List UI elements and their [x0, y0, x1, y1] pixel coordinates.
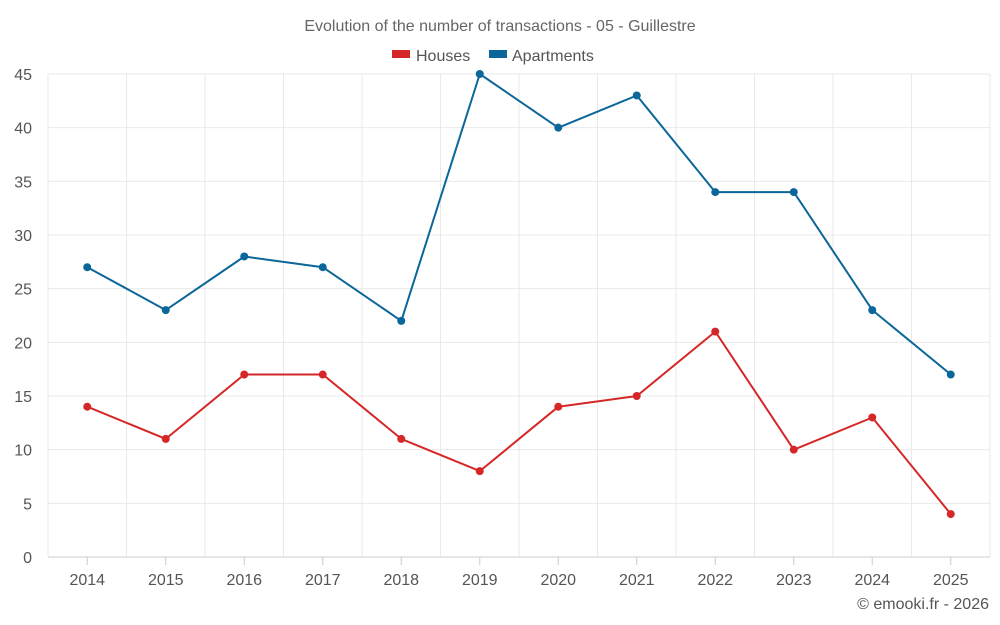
data-point-apartments[interactable]: [632, 91, 641, 100]
x-tick-label: 2021: [619, 572, 655, 589]
data-point-apartments[interactable]: [83, 263, 92, 272]
legend-label: Houses: [416, 48, 470, 65]
series-points: [83, 70, 955, 519]
legend-item-apartments[interactable]: Apartments: [489, 48, 594, 65]
legend-item-houses[interactable]: Houses: [392, 48, 470, 65]
data-point-apartments[interactable]: [711, 188, 720, 197]
y-tick-label: 30: [14, 228, 32, 245]
x-tick-label: 2019: [462, 572, 498, 589]
data-point-houses[interactable]: [475, 467, 484, 476]
legend-label: Apartments: [512, 48, 594, 65]
y-tick-label: 20: [14, 335, 32, 352]
data-point-apartments[interactable]: [554, 123, 563, 132]
x-tick-label: 2017: [305, 572, 341, 589]
x-tick-label: 2020: [540, 572, 576, 589]
grid: [47, 73, 991, 557]
data-point-houses[interactable]: [868, 413, 877, 422]
x-tick-label: 2023: [776, 572, 812, 589]
x-tick-label: 2025: [933, 572, 969, 589]
y-tick-label: 5: [23, 496, 32, 513]
y-tick-label: 45: [14, 67, 32, 84]
legend-swatch: [489, 50, 507, 58]
data-point-houses[interactable]: [554, 402, 563, 411]
x-tick-label: 2024: [854, 572, 890, 589]
x-tick-label: 2016: [226, 572, 262, 589]
data-point-apartments[interactable]: [789, 188, 798, 197]
x-tick-label: 2015: [148, 572, 184, 589]
series-line-houses: [86, 330, 952, 515]
x-tick-label: 2022: [697, 572, 733, 589]
y-tick-label: 15: [14, 389, 32, 406]
chart-title: Evolution of the number of transactions …: [304, 18, 695, 35]
data-point-houses[interactable]: [632, 392, 641, 400]
y-tick-label: 10: [14, 443, 32, 460]
series-line-apartments: [86, 73, 952, 376]
data-point-apartments[interactable]: [318, 263, 327, 272]
data-point-houses[interactable]: [161, 434, 170, 443]
legend: Houses Apartments: [392, 48, 594, 65]
x-tick-label: 2014: [69, 572, 105, 589]
data-point-apartments[interactable]: [161, 306, 170, 315]
data-point-houses[interactable]: [946, 510, 955, 519]
y-tick-label: 40: [14, 121, 32, 138]
data-point-apartments[interactable]: [868, 306, 877, 315]
data-point-houses[interactable]: [83, 402, 92, 411]
data-point-apartments[interactable]: [475, 70, 484, 78]
data-point-apartments[interactable]: [240, 252, 249, 261]
credit-text: © emooki.fr - 2026: [857, 596, 989, 613]
legend-swatch: [392, 50, 410, 58]
data-point-houses[interactable]: [711, 327, 720, 336]
data-point-houses[interactable]: [318, 370, 327, 379]
data-point-houses[interactable]: [789, 445, 798, 454]
data-point-houses[interactable]: [240, 370, 249, 379]
y-tick-label: 0: [23, 550, 32, 567]
series-lines: [86, 73, 952, 515]
y-tick-label: 35: [14, 174, 32, 191]
x-tick-label: 2018: [383, 572, 419, 589]
data-point-apartments[interactable]: [946, 370, 955, 379]
x-axis: 2014 2015 2016 2017 2018 2019 2020 2021 2022 2023…: [69, 557, 969, 589]
y-axis: 0 5 10 15 20 25 30 35 40 45: [14, 67, 32, 567]
y-tick-label: 25: [14, 282, 32, 299]
data-point-apartments[interactable]: [397, 316, 406, 325]
data-point-houses[interactable]: [397, 434, 406, 443]
